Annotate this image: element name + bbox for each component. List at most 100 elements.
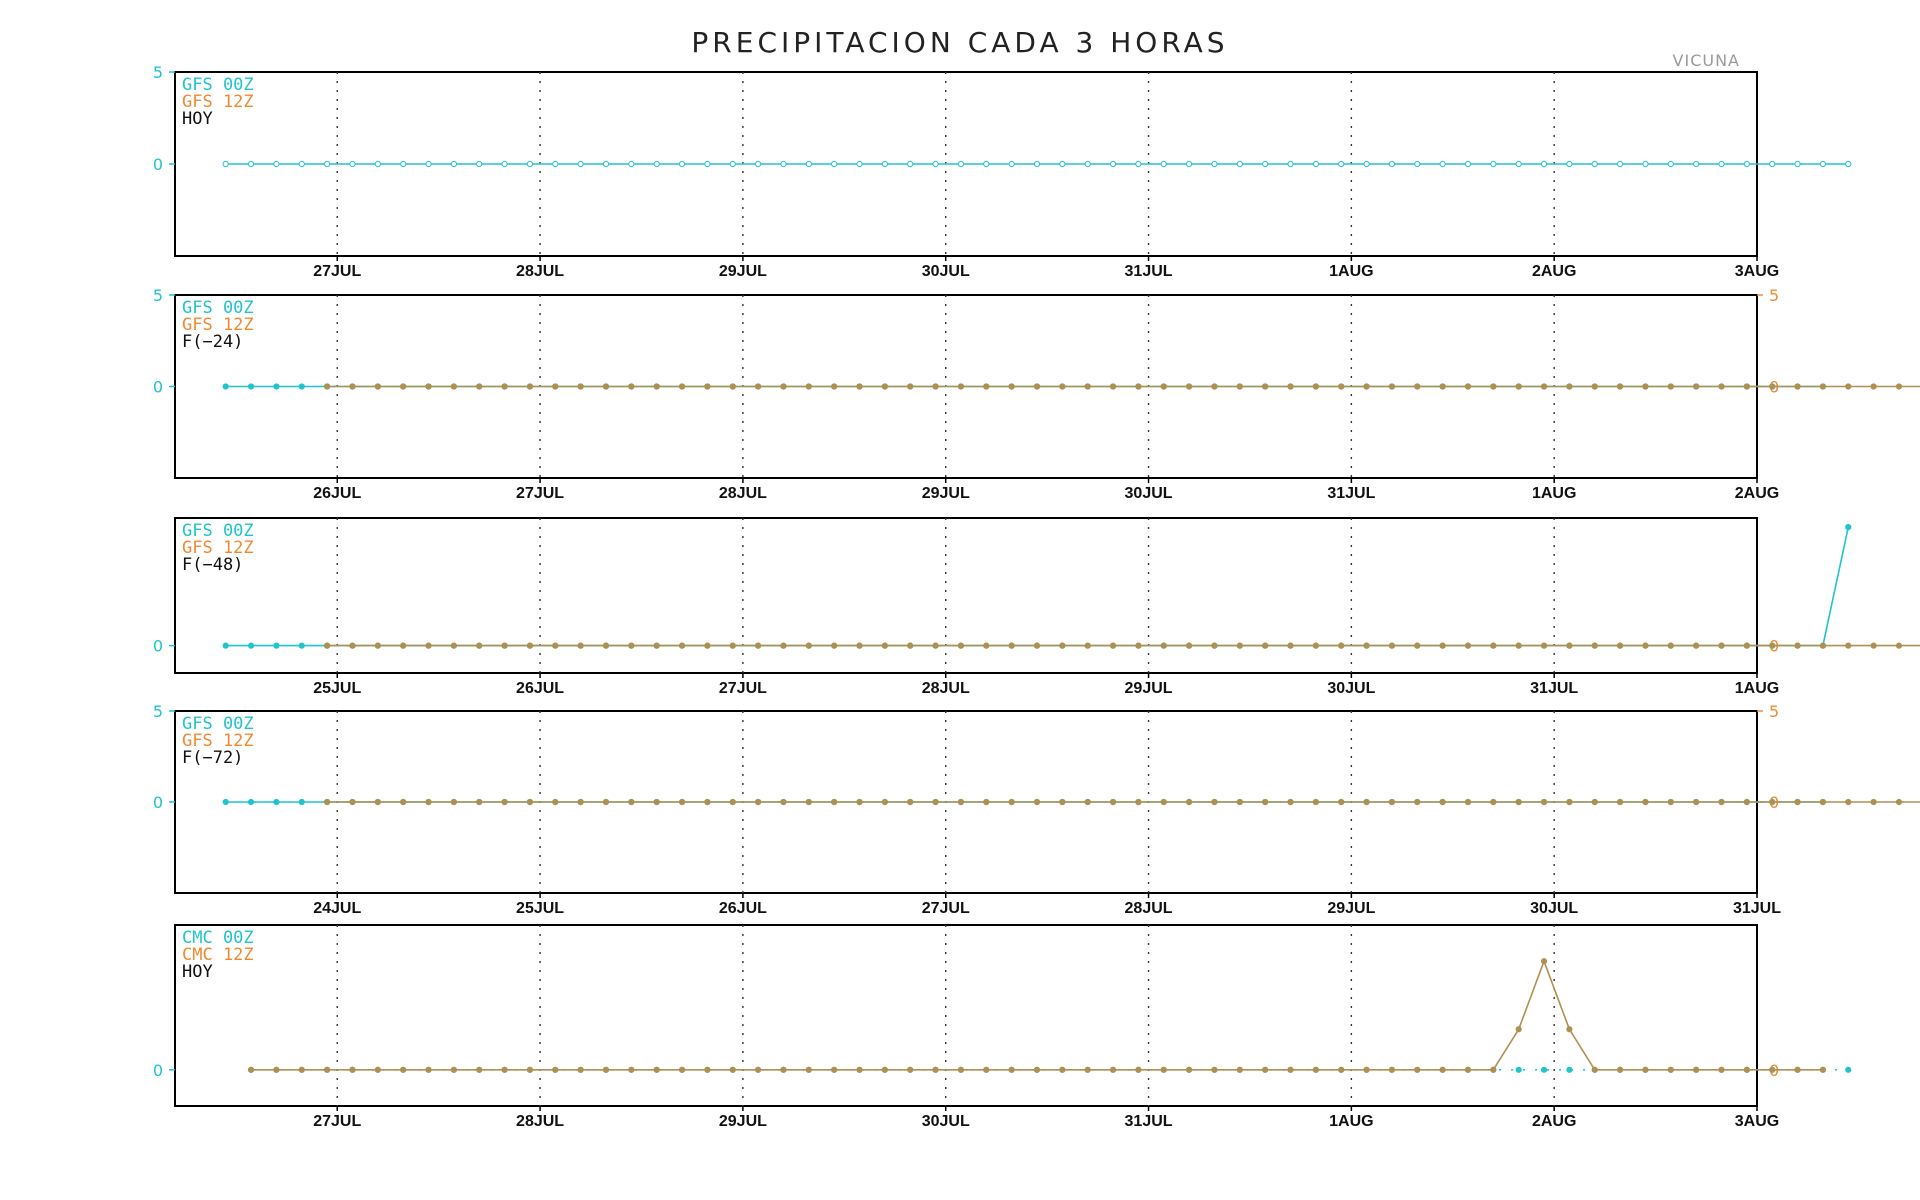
data-point [1667,798,1674,806]
data-point [1186,1066,1193,1073]
data-point [1033,642,1041,649]
data-point [1135,798,1142,806]
legend-entry: HOY [182,962,213,982]
data-point [957,798,965,806]
data-point [298,642,305,649]
data-point [805,383,812,390]
data-point [856,383,863,390]
data-point [577,798,584,806]
data-point [324,160,331,168]
data-point [1895,798,1903,806]
x-tick-label: 31JUL [1125,263,1173,280]
data-point [1338,160,1345,168]
data-point [577,1066,584,1073]
data-point [932,1066,939,1073]
data-point [400,642,407,649]
data-point [1414,1066,1421,1073]
data-point [729,383,736,390]
data-point [247,642,255,649]
data-point [1186,642,1193,649]
data-point [1693,383,1700,390]
data-point [932,383,939,390]
data-point [628,642,635,649]
panel-2: 26JUL 27JUL 28JUL 29JUL 30JUL 31JUL 1AUG 2AUG 5 0… [153,286,1920,502]
data-point [501,798,508,806]
y-tick-label-right: 5 [1769,286,1779,305]
data-point [1084,383,1091,390]
data-point [653,160,660,168]
data-point [1084,798,1091,806]
data-point [1312,798,1319,806]
data-point [780,642,787,649]
x-tick-label: 31JUL [1530,680,1578,697]
data-point [1743,383,1750,390]
x-tick-label: 28JUL [516,263,564,280]
data-point [324,1066,331,1073]
data-point [476,798,483,806]
data-point [1008,160,1015,168]
x-tick-label: 1AUG [1329,1113,1373,1130]
data-point [501,642,508,649]
data-point [729,798,736,806]
data-point [755,1066,762,1073]
data-point [1667,642,1674,649]
data-point [831,383,838,390]
data-point [1262,642,1269,649]
data-point [298,798,305,806]
x-tick-label: 29JUL [1327,900,1375,917]
data-point [1439,798,1446,806]
data-point [907,798,914,806]
data-point [1084,1066,1091,1073]
data-point [1845,642,1852,649]
data-point [222,383,229,390]
data-point [729,160,736,168]
data-point [298,160,305,168]
x-tick-label: 30JUL [922,263,970,280]
data-point [1642,642,1649,649]
data-point [349,160,356,168]
data-point [957,642,965,649]
data-point [349,642,356,649]
x-tick-label: 28JUL [516,1113,564,1130]
data-point [1794,160,1801,168]
data-point [1591,642,1598,649]
x-tick-label: 28JUL [719,485,767,502]
data-point [1845,524,1852,531]
data-point [1515,383,1522,390]
data-point [1743,642,1750,649]
y-tick-label-left: 0 [153,637,163,656]
legend-entry: GFS 12Z [182,538,254,558]
data-point [1236,160,1243,168]
y-tick-label-left: 0 [153,1061,163,1080]
data-point [476,383,483,390]
data-point [1794,642,1801,649]
data-point [400,383,407,390]
data-point [1287,798,1294,806]
data-point [1693,798,1700,806]
plot-frame [174,924,1758,1107]
data-point [1794,798,1801,806]
data-point [1464,160,1472,168]
data-point [374,1066,381,1073]
x-tick-label: 1AUG [1532,485,1576,502]
data-point [1160,642,1167,649]
x-tick-label: 2AUG [1532,1113,1576,1130]
data-point [856,1066,863,1073]
x-tick-label: 26JUL [313,485,361,502]
data-point [1743,160,1750,168]
data-point [1794,383,1801,390]
x-tick-label: 31JUL [1125,1113,1173,1130]
data-point [983,798,990,806]
data-point [831,642,838,649]
data-point [678,383,686,390]
data-point [1363,642,1370,649]
data-point [273,798,280,806]
panel-3: 25JUL 26JUL 27JUL 28JUL 29JUL 30JUL 31JUL 1AUG 0… [153,517,1920,697]
data-point [1540,958,1548,965]
data-point [678,798,686,806]
data-point [1566,383,1573,390]
data-point [1033,1066,1041,1073]
data-point [1135,642,1142,649]
data-point [1870,642,1877,649]
data-point [628,383,635,390]
